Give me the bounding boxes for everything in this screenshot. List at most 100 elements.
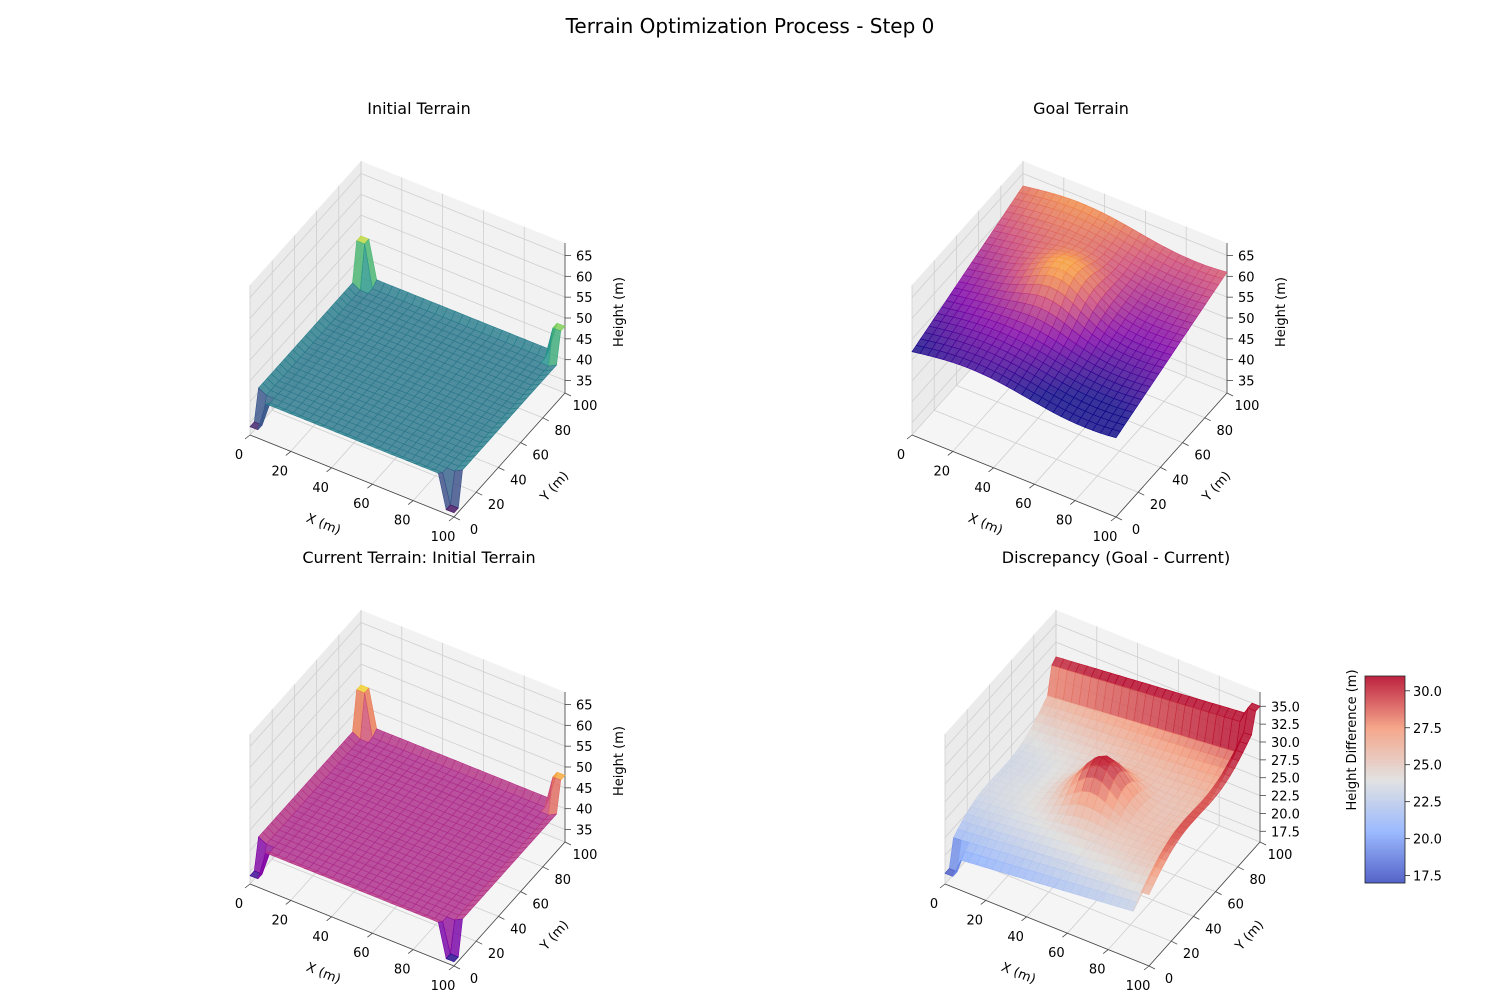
- y-tick-label: 100: [1235, 399, 1260, 414]
- colorbar-strip: [1365, 683, 1405, 685]
- z-tick-label: 25.0: [1271, 772, 1300, 787]
- colorbar-strip: [1365, 815, 1405, 817]
- colorbar-strip: [1365, 749, 1405, 751]
- colorbar-strip: [1365, 717, 1405, 719]
- colorbar-strip: [1365, 814, 1405, 816]
- colorbar-strip: [1365, 780, 1405, 782]
- colorbar-strip: [1365, 774, 1405, 776]
- y-tick-label: 0: [1165, 972, 1173, 987]
- colorbar-strip: [1365, 803, 1405, 805]
- x-tick-label: 100: [431, 530, 456, 545]
- colorbar-strip: [1365, 858, 1405, 860]
- y-tick: [453, 965, 461, 970]
- colorbar-strip: [1365, 720, 1405, 722]
- colorbar-strip: [1365, 680, 1405, 682]
- colorbar-strip: [1365, 731, 1405, 733]
- colorbar-strip: [1365, 837, 1405, 839]
- x-tick: [1143, 965, 1150, 971]
- z-tick-label: 45: [576, 333, 593, 348]
- colorbar-strip: [1365, 856, 1405, 858]
- y-tick-label: 40: [510, 473, 527, 488]
- subplot-title-goal: Goal Terrain: [1033, 99, 1129, 118]
- left-grid-z: [249, 705, 362, 831]
- colorbar-strip: [1365, 833, 1405, 835]
- back-grid-z: [1022, 173, 1228, 256]
- z-tick-label: 60: [576, 270, 593, 285]
- z-tick-label: 65: [576, 699, 593, 714]
- colorbar-strip: [1365, 708, 1405, 710]
- x-tick-label: 100: [431, 979, 456, 994]
- colorbar-strip: [1365, 702, 1405, 704]
- colorbar-strip: [1365, 782, 1405, 784]
- colorbar-strip: [1365, 758, 1405, 760]
- z-tick-label: 35: [1238, 375, 1255, 390]
- colorbar-strip: [1365, 807, 1405, 809]
- colorbar-strip: [1365, 855, 1405, 857]
- surface-cell-initial: [445, 504, 459, 514]
- z-tick-label: 20.0: [1271, 807, 1300, 822]
- colorbar-strip: [1365, 700, 1405, 702]
- colorbar-strip: [1365, 813, 1405, 815]
- colorbar-strip: [1365, 823, 1405, 825]
- colorbar-strip: [1365, 790, 1405, 792]
- colorbar-strip: [1365, 739, 1405, 741]
- colorbar-strip: [1365, 761, 1405, 763]
- colorbar-strip: [1365, 748, 1405, 750]
- z-tick-label: 17.5: [1271, 825, 1300, 840]
- z-tick-label: 27.5: [1271, 754, 1300, 769]
- y-tick: [1237, 866, 1244, 871]
- colorbar-strip: [1365, 767, 1405, 769]
- colorbar-strip: [1365, 845, 1405, 847]
- colorbar-strip: [1365, 730, 1405, 732]
- x-tick-label: 100: [1126, 979, 1151, 994]
- colorbar-strip: [1365, 779, 1405, 781]
- colorbar-strip: [1365, 759, 1405, 761]
- colorbar-strip: [1365, 686, 1405, 688]
- colorbar-strip: [1365, 744, 1405, 746]
- colorbar-strip: [1365, 827, 1405, 829]
- y-tick: [1115, 516, 1123, 521]
- colorbar-strip: [1365, 746, 1405, 748]
- colorbar-strip: [1365, 715, 1405, 717]
- y-tick: [1259, 841, 1267, 846]
- z-tick-label: 55: [576, 291, 593, 306]
- left-grid-z: [249, 214, 362, 340]
- colorbar-strip: [1365, 766, 1405, 768]
- colorbar-strip: [1365, 861, 1405, 863]
- figure-title: Terrain Optimization Process - Step 0: [565, 14, 935, 38]
- colorbar-strip: [1365, 878, 1405, 880]
- z-tick-label: 50: [576, 312, 593, 327]
- colorbar-strip: [1365, 703, 1405, 705]
- y-tick: [564, 841, 572, 846]
- surface-cell-goal: [1107, 428, 1121, 439]
- z-tick-label: 50: [1238, 312, 1255, 327]
- z-tick-label: 45: [576, 782, 593, 797]
- colorbar-strip: [1365, 811, 1405, 813]
- back-grid-z: [360, 256, 566, 340]
- y-tick: [1182, 442, 1189, 446]
- colorbar-strip: [1365, 784, 1405, 786]
- z-tick-label: 22.5: [1271, 790, 1300, 805]
- z-tick-label: 60: [1238, 270, 1255, 285]
- back-grid-z: [360, 684, 566, 768]
- left-grid-z: [249, 235, 362, 361]
- colorbar-strip: [1365, 849, 1405, 851]
- colorbar-strip: [1365, 690, 1405, 692]
- colorbar-strip: [1365, 742, 1405, 744]
- colorbar-strip: [1365, 881, 1405, 883]
- colorbar-strip: [1365, 810, 1405, 812]
- colorbar-strip: [1365, 753, 1405, 755]
- colorbar-strip: [1365, 727, 1405, 729]
- colorbar-strip: [1365, 879, 1405, 881]
- left-grid-z: [249, 194, 362, 319]
- y-tick-label: 100: [1268, 848, 1293, 863]
- z-tick-label: 40: [576, 354, 593, 369]
- colorbar-strip: [1365, 765, 1405, 767]
- x-tick: [407, 949, 414, 954]
- x-axis-line: [249, 434, 455, 518]
- y-tick: [1226, 392, 1234, 397]
- colorbar-strip: [1365, 882, 1405, 884]
- y-tick-label: 80: [555, 424, 572, 439]
- colorbar-strip: [1365, 705, 1405, 707]
- colorbar-strip: [1365, 816, 1405, 818]
